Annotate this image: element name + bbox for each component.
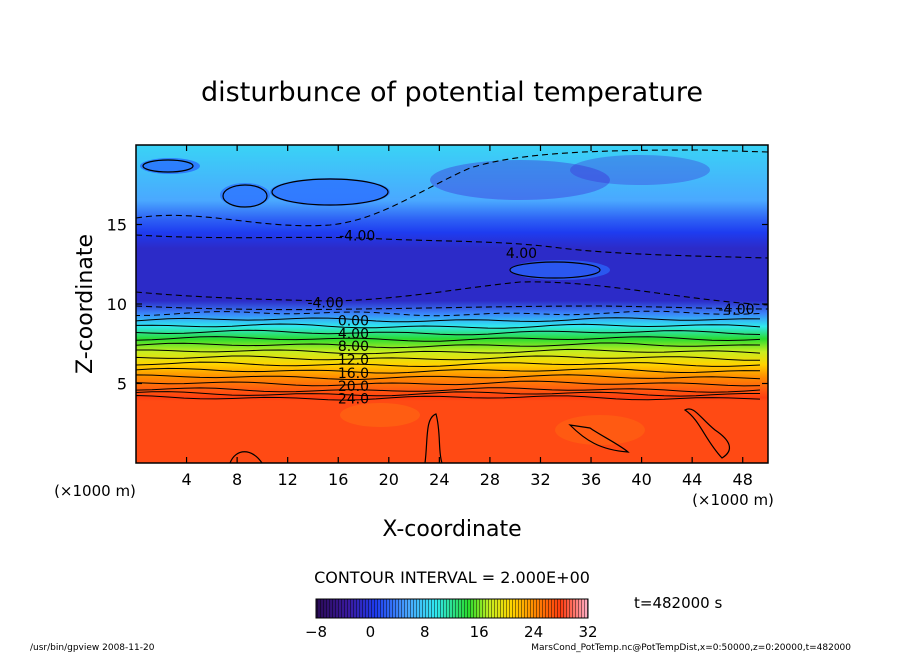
colorbar-tick-label: 16 (470, 623, 489, 641)
colorbar-tick-label: 24 (524, 623, 543, 641)
colorbar-tick-label: 0 (366, 623, 376, 641)
colorbar-tick-label: −8 (305, 623, 327, 641)
contour-ring (229, 451, 263, 463)
field-patch (555, 415, 645, 445)
x-tick-label: 20 (379, 470, 399, 489)
contour-label: 20.0 (338, 379, 369, 395)
x-axis-ticks: 4 8 12 16 20 24 28 32 36 40 44 48 (181, 145, 753, 489)
contour-label: 4.00 (338, 326, 369, 342)
contour-line (136, 342, 761, 349)
x-tick-label: 36 (581, 470, 601, 489)
colorbar-ticks: −8 0 8 16 24 32 (305, 623, 598, 641)
colorbar-frame (315, 598, 589, 619)
contour-line (136, 367, 761, 374)
contour-ring (271, 178, 389, 206)
contour-line (136, 336, 761, 342)
x-axis-label: X-coordinate (382, 517, 521, 542)
x-tick-label: 16 (328, 470, 348, 489)
field-patch (510, 260, 610, 280)
colorbar: −8 0 8 16 24 32 (305, 598, 598, 641)
contour-label: 4.00 (506, 246, 537, 262)
contour-label: 8.00 (338, 339, 369, 355)
contour-line (136, 391, 760, 397)
contour-label: -4.00 (718, 302, 754, 318)
y-tick-label: 10 (107, 295, 127, 314)
contour-ring (683, 408, 731, 459)
x-tick-label: 12 (278, 470, 298, 489)
contour-line (136, 329, 761, 336)
x-tick-label: 8 (232, 470, 242, 489)
contour-line (136, 355, 760, 361)
contour-ring (568, 424, 630, 453)
field-patch (340, 403, 420, 427)
x-unit-label-left: (×1000 m) (54, 482, 136, 500)
contour-ring (509, 261, 601, 279)
contour-line (136, 380, 761, 387)
contour-label: -4.00 (307, 295, 343, 311)
field-patches (140, 155, 710, 445)
field-patch (430, 160, 610, 200)
y-tick-label: 15 (107, 216, 127, 235)
x-tick-label: 48 (733, 470, 753, 489)
chart-title: disturbunce of potential temperature (201, 77, 703, 108)
contour-label: 16.0 (338, 366, 369, 382)
contour-ring (424, 413, 443, 463)
x-tick-label: 4 (181, 470, 191, 489)
footer-left: /usr/bin/gpview 2008-11-20 (30, 643, 155, 653)
contour-ring (142, 159, 194, 173)
x-tick-label: 32 (530, 470, 550, 489)
contour-label: 0.00 (338, 314, 369, 330)
x-tick-label: 40 (631, 470, 651, 489)
contour-line (136, 317, 761, 323)
colorbar-tick-label: 8 (420, 623, 430, 641)
contour-line (136, 361, 761, 368)
contour-line (136, 310, 761, 317)
contour-line (136, 323, 761, 329)
field-patch (570, 155, 710, 185)
contour-line (136, 348, 761, 355)
contour-label: -4.00 (339, 229, 375, 245)
x-tick-label: 44 (682, 470, 702, 489)
plot-area: -4.004.00-4.00 -4.000.004.008.0012.016.02… (135, 144, 769, 464)
y-tick-label: 5 (117, 375, 127, 394)
contour-interval-label: CONTOUR INTERVAL = 2.000E+00 (314, 568, 590, 587)
x-tick-label: 28 (480, 470, 500, 489)
x-tick-label: 24 (429, 470, 449, 489)
colorbar-tick-label: 32 (578, 623, 597, 641)
contour-labels: -4.004.00-4.00 -4.000.004.008.0012.016.02… (307, 229, 754, 408)
contour-label: 24.0 (338, 392, 369, 408)
contour-line (136, 374, 761, 381)
contour-dashed (136, 149, 768, 311)
contour-line (136, 387, 761, 393)
contour-closed (142, 159, 731, 463)
contour-dashed-line (136, 234, 768, 259)
contour-dashed-line (136, 149, 768, 227)
field-patch (220, 183, 270, 207)
y-axis-ticks: 5 10 15 (107, 216, 768, 394)
x-unit-label-right: (×1000 m) (692, 491, 774, 509)
field-patch (270, 178, 390, 206)
y-axis-label: Z-coordinate (73, 234, 98, 374)
contour-label: 12.0 (338, 353, 369, 369)
footer-right: MarsCond_PotTemp.nc@PotTempDist,x=0:5000… (531, 643, 851, 653)
contour-ring (222, 184, 268, 208)
colorbar-stripes (316, 599, 588, 618)
contour-line (136, 394, 761, 401)
time-label: t=482000 s (634, 594, 722, 612)
contour-lines (136, 310, 761, 401)
